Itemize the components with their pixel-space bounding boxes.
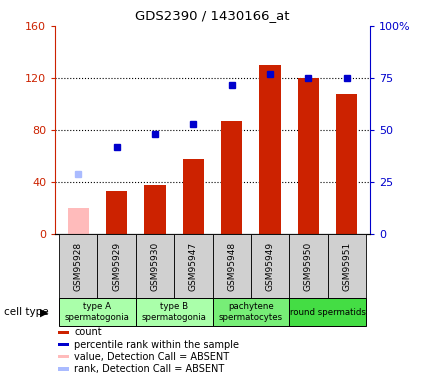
Bar [106, 192, 127, 234]
Text: type B
spermatogonia: type B spermatogonia [142, 303, 207, 322]
Text: rank, Detection Call = ABSENT: rank, Detection Call = ABSENT [74, 364, 224, 374]
Text: percentile rank within the sample: percentile rank within the sample [74, 339, 239, 350]
Bar [97, 234, 136, 298]
Bar [59, 234, 97, 298]
Text: cell type: cell type [4, 307, 49, 317]
Text: round spermatids: round spermatids [289, 308, 366, 316]
Text: ▶: ▶ [40, 307, 48, 317]
Bar [212, 234, 251, 298]
Bar [58, 355, 69, 358]
Text: GSM95947: GSM95947 [189, 242, 198, 291]
Bar [289, 234, 328, 298]
Text: GSM95930: GSM95930 [150, 242, 159, 291]
Text: pachytene
spermatocytes: pachytene spermatocytes [219, 303, 283, 322]
Bar [58, 367, 69, 370]
Text: value, Detection Call = ABSENT: value, Detection Call = ABSENT [74, 352, 229, 362]
Text: GSM95950: GSM95950 [304, 242, 313, 291]
Bar [221, 121, 242, 234]
Text: type A
spermatogonia: type A spermatogonia [65, 303, 130, 322]
Bar [68, 209, 89, 234]
Bar [260, 65, 280, 234]
Bar [59, 298, 136, 326]
Bar [136, 298, 212, 326]
Text: count: count [74, 327, 102, 338]
Bar [336, 94, 357, 234]
Bar [136, 234, 174, 298]
Text: GSM95928: GSM95928 [74, 242, 83, 291]
Bar [251, 234, 289, 298]
Bar [298, 78, 319, 234]
Bar [144, 185, 165, 234]
Bar [58, 331, 69, 334]
Text: GSM95929: GSM95929 [112, 242, 121, 291]
Bar [174, 234, 212, 298]
Bar [212, 298, 289, 326]
Text: GSM95949: GSM95949 [266, 242, 275, 291]
Title: GDS2390 / 1430166_at: GDS2390 / 1430166_at [135, 9, 290, 22]
Bar [58, 343, 69, 346]
Bar [289, 298, 366, 326]
Text: GSM95948: GSM95948 [227, 242, 236, 291]
Bar [183, 159, 204, 234]
Bar [328, 234, 366, 298]
Text: GSM95951: GSM95951 [342, 242, 351, 291]
